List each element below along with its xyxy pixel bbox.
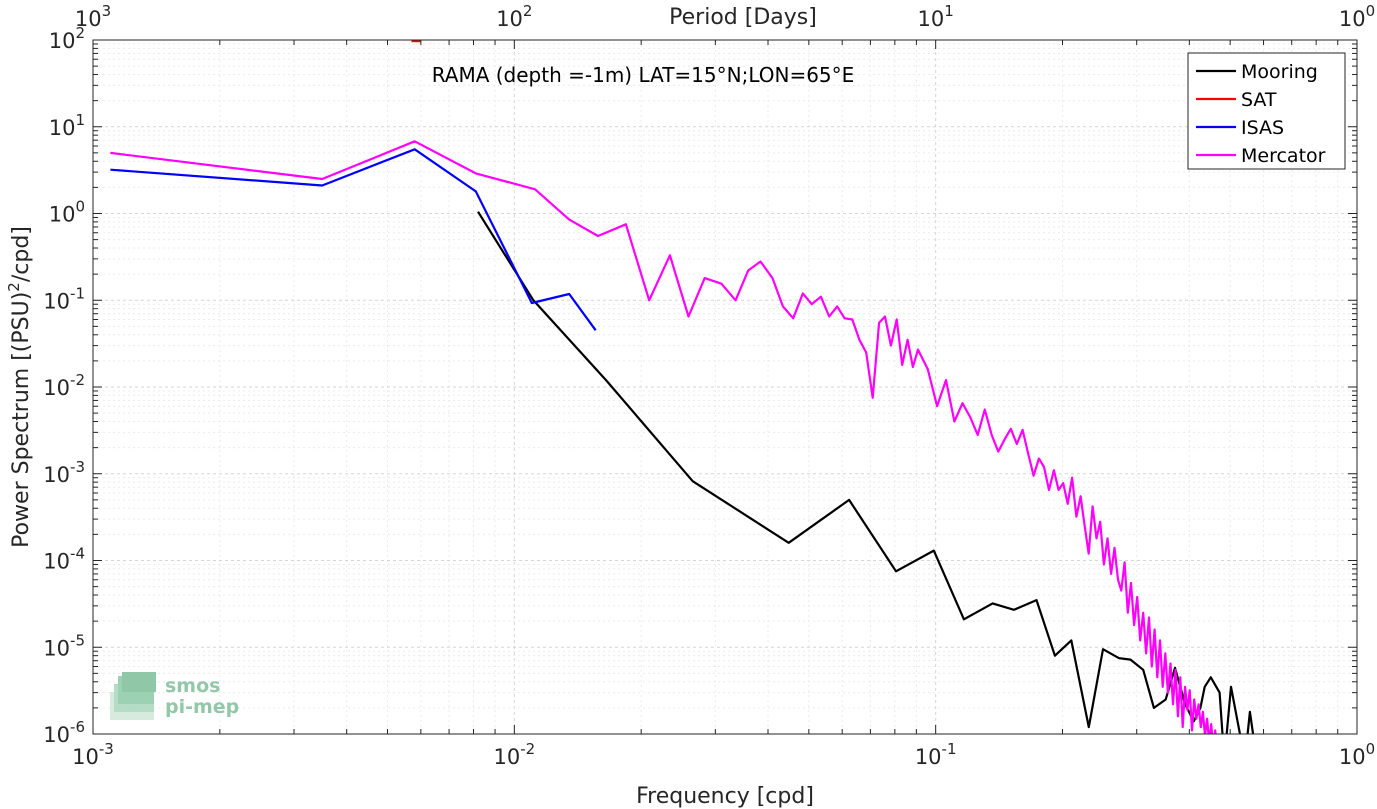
plot-area bbox=[110, 40, 1255, 734]
x-tick-label: 10-1 bbox=[915, 740, 957, 769]
y-tick-label: 102 bbox=[49, 24, 85, 53]
series-line-mooring bbox=[477, 211, 1255, 734]
series-line-isas bbox=[110, 148, 597, 331]
y-tick-label: 10-5 bbox=[43, 631, 85, 660]
top-tick-label: 102 bbox=[496, 2, 532, 31]
y-tick-label: 10-4 bbox=[43, 545, 85, 574]
logo-layer bbox=[122, 672, 156, 692]
legend: Mooring SAT ISAS Mercator bbox=[1187, 52, 1346, 170]
y-axis-label-main: Power Spectrum [(PSU) bbox=[9, 292, 34, 548]
top-tick-label: 103 bbox=[75, 2, 111, 31]
y-tick-label: 10-6 bbox=[43, 718, 85, 747]
y-tick-label: 100 bbox=[49, 198, 85, 227]
y-tick-label: 10-3 bbox=[43, 458, 85, 487]
y-axis-label-sup: 2 bbox=[5, 282, 23, 292]
top-tick-label: 101 bbox=[918, 2, 954, 31]
series-line-mercator bbox=[110, 140, 1217, 734]
legend-label-isas: ISAS bbox=[1241, 117, 1284, 139]
tick-marks bbox=[92, 39, 1358, 735]
logo-text-pimep: pi-mep bbox=[165, 696, 239, 718]
x-axis-label: Frequency [cpd] bbox=[636, 784, 814, 809]
chart-title: RAMA (depth =-1m) LAT=15°N;LON=65°E bbox=[432, 63, 855, 87]
y-tick-label: 10-2 bbox=[43, 371, 85, 400]
smos-pi-mep-logo: smos pi-mep bbox=[110, 672, 239, 720]
top-axis-label: Period [Days] bbox=[669, 5, 817, 30]
grid bbox=[92, 40, 1357, 735]
legend-label-mooring: Mooring bbox=[1241, 61, 1318, 83]
y-tick-label: 101 bbox=[49, 111, 85, 140]
legend-label-mercator: Mercator bbox=[1241, 145, 1326, 167]
x-tick-label: 10-2 bbox=[493, 740, 535, 769]
logo-text-smos: smos bbox=[165, 675, 220, 697]
x-tick-label: 10-3 bbox=[72, 740, 114, 769]
y-tick-label: 10-1 bbox=[43, 284, 85, 313]
y-axis-label-tail: /cpd] bbox=[9, 226, 34, 282]
top-tick-label: 100 bbox=[1339, 2, 1375, 31]
legend-label-sat: SAT bbox=[1241, 89, 1277, 111]
legend-box bbox=[1187, 52, 1346, 170]
y-axis-label: Power Spectrum [(PSU)2/cpd] bbox=[5, 226, 34, 548]
x-tick-label: 100 bbox=[1339, 740, 1375, 769]
